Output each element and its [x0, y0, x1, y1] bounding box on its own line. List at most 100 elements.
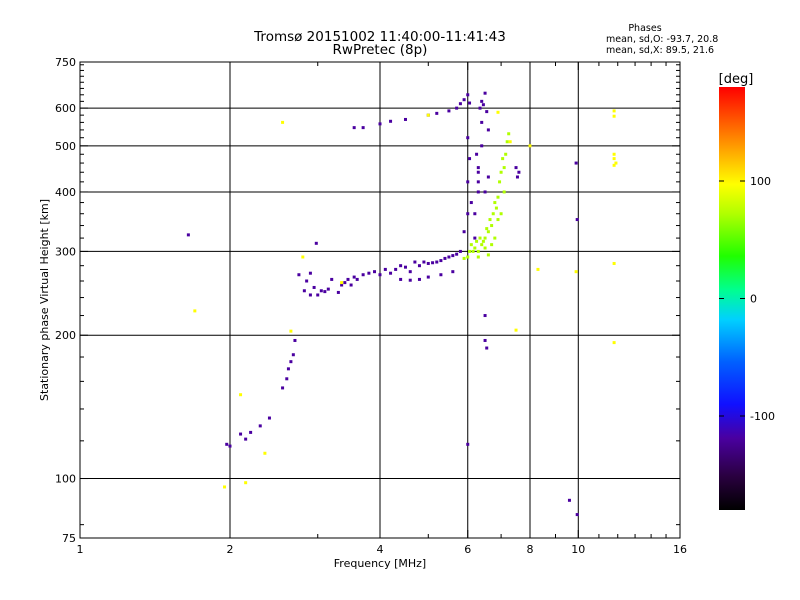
- grid-lines: [80, 62, 680, 538]
- data-point: [486, 128, 490, 132]
- data-point: [478, 106, 482, 110]
- data-point: [443, 256, 447, 260]
- data-point: [330, 277, 334, 281]
- data-point: [612, 261, 616, 265]
- data-point: [468, 101, 472, 105]
- data-point: [469, 201, 473, 205]
- data-point: [244, 437, 248, 441]
- data-point: [289, 360, 293, 364]
- y-tick-label: 75: [62, 532, 76, 545]
- data-point: [439, 273, 443, 277]
- data-points: [186, 91, 618, 517]
- data-point: [504, 152, 508, 156]
- data-point: [490, 243, 494, 247]
- data-point: [361, 273, 365, 277]
- data-point: [483, 236, 487, 240]
- data-point: [417, 277, 421, 281]
- data-point: [291, 353, 295, 357]
- data-point: [528, 144, 532, 148]
- data-point: [481, 103, 485, 107]
- x-tick-label: 8: [527, 543, 534, 556]
- data-point: [389, 271, 393, 275]
- data-point: [469, 243, 473, 247]
- data-point: [483, 190, 487, 194]
- colorbar-label: [deg]: [719, 72, 754, 87]
- data-point: [473, 212, 477, 216]
- data-point: [473, 246, 477, 250]
- data-point: [302, 289, 306, 293]
- data-point: [462, 230, 466, 234]
- data-point: [473, 236, 477, 240]
- data-point: [447, 255, 451, 259]
- data-point: [355, 277, 359, 281]
- data-point: [485, 346, 489, 350]
- data-point: [508, 140, 512, 144]
- data-point: [517, 170, 521, 174]
- data-point: [340, 281, 344, 285]
- data-point: [476, 190, 480, 194]
- data-point: [490, 224, 494, 228]
- data-point: [305, 279, 309, 283]
- data-point: [567, 498, 571, 502]
- data-point: [507, 132, 511, 136]
- data-point: [312, 285, 316, 289]
- x-tick-label: 6: [464, 543, 471, 556]
- data-point: [193, 309, 197, 313]
- data-point: [514, 328, 518, 332]
- data-point: [426, 113, 430, 117]
- data-point: [399, 264, 403, 268]
- x-axis-label: Frequency [MHz]: [334, 557, 426, 570]
- data-point: [289, 329, 293, 333]
- data-point: [281, 120, 285, 124]
- data-point: [486, 253, 490, 257]
- data-point: [466, 212, 470, 216]
- data-point: [462, 256, 466, 260]
- data-point: [462, 98, 466, 102]
- x-tick-label: 2: [227, 543, 234, 556]
- data-point: [612, 163, 616, 167]
- colorbar-tick-label: -100: [750, 410, 775, 423]
- data-point: [493, 201, 497, 205]
- phase-stats-x-mode: mean, sd,X: 89.5, 21.6: [606, 45, 714, 56]
- data-point: [475, 152, 479, 156]
- data-point: [399, 277, 403, 281]
- data-point: [263, 451, 267, 455]
- data-point: [471, 249, 475, 253]
- data-point: [485, 110, 489, 114]
- data-point: [502, 166, 506, 170]
- y-tick-label: 200: [55, 329, 76, 342]
- data-point: [499, 170, 503, 174]
- colorbar-ticks: 100 0 -100: [719, 175, 775, 423]
- data-point: [249, 430, 253, 434]
- x-tick-label: 16: [673, 543, 687, 556]
- data-point: [293, 338, 297, 342]
- data-point: [297, 273, 301, 277]
- data-point: [475, 239, 479, 243]
- data-point: [435, 111, 439, 115]
- data-point: [431, 261, 435, 265]
- data-point: [476, 170, 480, 174]
- data-point: [574, 270, 578, 274]
- data-point: [301, 255, 305, 259]
- y-tick-label: 600: [55, 102, 76, 115]
- data-point: [426, 275, 430, 279]
- data-point: [323, 290, 327, 294]
- data-point: [466, 180, 470, 184]
- data-point: [361, 126, 365, 130]
- data-point: [319, 289, 323, 293]
- data-point: [480, 120, 484, 124]
- data-point: [346, 277, 350, 281]
- data-point: [496, 218, 500, 222]
- data-point: [575, 513, 579, 517]
- data-point: [483, 246, 487, 250]
- data-point: [476, 255, 480, 259]
- data-point: [476, 249, 480, 253]
- data-point: [439, 259, 443, 263]
- data-point: [417, 264, 421, 268]
- data-point: [373, 270, 377, 274]
- data-point: [403, 265, 407, 269]
- data-point: [367, 271, 371, 275]
- data-point: [488, 218, 492, 222]
- data-point: [352, 275, 356, 279]
